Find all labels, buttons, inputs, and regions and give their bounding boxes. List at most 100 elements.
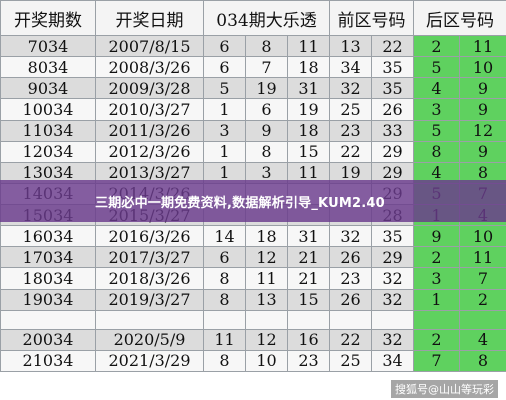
front-number-cell: 26	[329, 246, 373, 269]
issue-cell	[0, 309, 96, 330]
front-number-cell: 22	[329, 140, 373, 163]
front-number-cell: 12	[245, 246, 288, 269]
front-number-cell: 8	[203, 288, 246, 311]
front-number-cell: 23	[286, 349, 331, 373]
front-number-cell: 18	[286, 119, 331, 142]
date-cell: 2007/8/15	[95, 34, 204, 58]
front-number-cell: 32	[371, 288, 415, 311]
back-number-cell: 8	[459, 349, 506, 373]
table-row: 16034 2016/3/26 14 18 31 32 35 9 10	[0, 225, 506, 248]
issue-cell: 8034	[0, 56, 96, 79]
table-row: 20034 2020/5/9 11 12 16 22 32 2 4	[0, 328, 506, 351]
banner-text: 三期必中一期免费资料,数据解析引导_KUM2.40	[95, 195, 385, 211]
back-number-cell: 9	[459, 98, 506, 121]
date-cell: 2017/3/27	[95, 246, 204, 269]
back-number-cell	[459, 309, 506, 330]
front-number-cell: 3	[245, 161, 288, 184]
front-number-cell: 32	[371, 328, 415, 351]
issue-cell: 13034	[0, 161, 96, 184]
table-row: 8034 2008/3/26 6 7 18 34 35 5 10	[0, 56, 506, 79]
front-number-cell	[286, 309, 331, 330]
front-number-cell: 8	[203, 349, 246, 373]
table-row: 7034 2007/8/15 6 8 11 13 22 2 11	[0, 34, 506, 58]
front-number-cell: 32	[329, 77, 373, 100]
front-number-cell: 26	[329, 288, 373, 311]
front-number-cell: 21	[286, 267, 331, 290]
front-number-cell	[329, 309, 373, 330]
front-number-cell: 25	[329, 98, 373, 121]
table-row: 9034 2009/3/28 5 19 31 32 35 4 9	[0, 77, 506, 100]
front-number-cell: 26	[371, 98, 415, 121]
front-number-cell: 5	[203, 77, 246, 100]
back-number-cell: 9	[413, 225, 461, 248]
front-number-cell: 18	[286, 56, 331, 79]
date-cell: 2019/3/27	[95, 288, 204, 311]
back-number-cell: 10	[459, 225, 506, 248]
issue-cell: 18034	[0, 267, 96, 290]
front-number-cell: 7	[245, 56, 288, 79]
front-number-cell: 18	[245, 225, 288, 248]
front-number-cell: 35	[371, 56, 415, 79]
back-number-cell: 12	[459, 119, 506, 142]
front-number-cell: 14	[203, 225, 246, 248]
header-issue: 开奖期数	[0, 0, 96, 36]
back-number-cell: 2	[413, 246, 461, 269]
back-number-cell: 5	[413, 56, 461, 79]
front-number-cell: 19	[245, 77, 288, 100]
back-number-cell: 11	[459, 34, 506, 58]
back-number-cell: 10	[459, 56, 506, 79]
front-number-cell: 32	[371, 267, 415, 290]
back-number-cell: 4	[459, 328, 506, 351]
table-row: 10034 2010/3/27 1 6 19 25 26 3 9	[0, 98, 506, 121]
front-number-cell: 35	[371, 77, 415, 100]
issue-cell: 9034	[0, 77, 96, 100]
back-number-cell: 2	[413, 328, 461, 351]
header-back: 后区号码	[413, 0, 506, 36]
back-number-cell: 2	[459, 288, 506, 311]
front-number-cell: 11	[203, 328, 246, 351]
front-number-cell: 31	[286, 225, 331, 248]
back-number-cell: 5	[413, 119, 461, 142]
front-number-cell: 16	[286, 328, 331, 351]
back-number-cell: 7	[459, 267, 506, 290]
front-number-cell: 1	[203, 98, 246, 121]
front-number-cell: 34	[371, 349, 415, 373]
table-row: 18034 2018/3/26 8 11 21 23 32 3 7	[0, 267, 506, 290]
front-number-cell: 12	[245, 328, 288, 351]
front-number-cell: 22	[371, 34, 415, 58]
back-number-cell: 8	[459, 161, 506, 184]
back-number-cell: 1	[413, 288, 461, 311]
date-cell: 2008/3/26	[95, 56, 204, 79]
front-number-cell: 34	[329, 56, 373, 79]
front-number-cell: 32	[329, 225, 373, 248]
date-cell	[95, 309, 204, 330]
back-number-cell: 9	[459, 77, 506, 100]
front-number-cell: 35	[371, 225, 415, 248]
front-number-cell: 29	[371, 140, 415, 163]
front-number-cell: 11	[245, 267, 288, 290]
front-number-cell: 21	[286, 246, 331, 269]
issue-cell: 20034	[0, 328, 96, 351]
table-row: 21034 2021/3/29 8 10 23 25 34 7 8	[0, 349, 506, 373]
date-cell: 2009/3/28	[95, 77, 204, 100]
front-number-cell: 25	[329, 349, 373, 373]
front-number-cell: 1	[203, 161, 246, 184]
front-number-cell: 29	[371, 161, 415, 184]
front-number-cell: 23	[329, 119, 373, 142]
front-number-cell: 8	[245, 140, 288, 163]
front-number-cell: 13	[329, 34, 373, 58]
date-cell: 2021/3/29	[95, 349, 204, 373]
back-number-cell: 4	[413, 77, 461, 100]
table-row: 11034 2011/3/26 3 9 18 23 33 5 12	[0, 119, 506, 142]
header-lotto: 034期大乐透	[202, 0, 331, 36]
footer: 搜狐号@山山等玩彩	[0, 372, 506, 400]
front-number-cell: 6	[203, 246, 246, 269]
back-number-cell: 2	[413, 34, 461, 58]
issue-cell: 7034	[0, 34, 96, 58]
table-row: 19034 2019/3/27 8 13 15 26 32 1 2	[0, 288, 506, 311]
issue-cell: 17034	[0, 246, 96, 269]
table-row	[0, 309, 506, 330]
issue-cell: 10034	[0, 98, 96, 121]
issue-cell: 21034	[0, 349, 96, 373]
date-cell: 2020/5/9	[95, 328, 204, 351]
